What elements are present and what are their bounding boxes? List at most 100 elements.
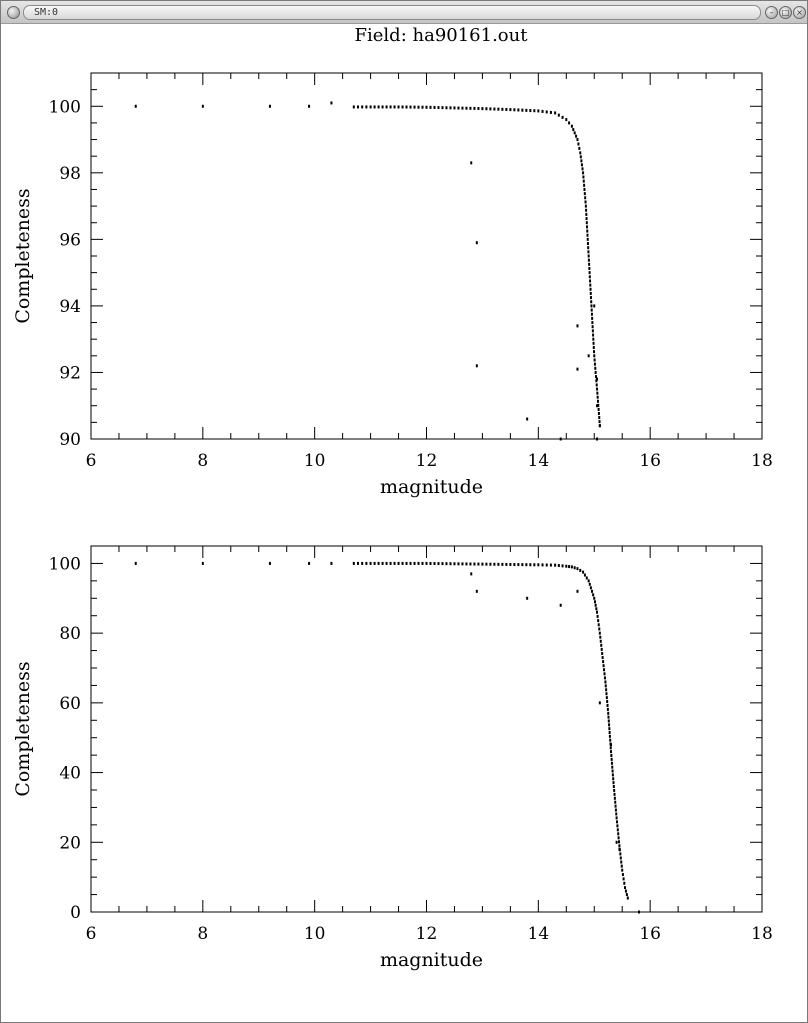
data-point — [611, 765, 614, 769]
data-point — [554, 563, 557, 567]
data-point — [586, 233, 589, 237]
data-point — [588, 262, 591, 266]
y-tick-label: 98 — [59, 164, 81, 184]
data-point — [613, 796, 616, 800]
data-point — [591, 316, 594, 320]
data-point — [361, 105, 364, 109]
window-titlebar[interactable]: SM:0 – □ × — [1, 1, 807, 24]
data-point — [598, 627, 601, 631]
data-point — [594, 603, 597, 607]
data-point — [541, 109, 544, 113]
window-menu-icon[interactable] — [7, 6, 20, 19]
data-point — [602, 660, 605, 664]
data-point — [590, 300, 593, 304]
data-point — [608, 727, 611, 731]
data-point — [397, 561, 400, 565]
data-point — [373, 561, 376, 565]
data-point — [401, 561, 404, 565]
data-point — [597, 407, 600, 411]
data-point — [612, 777, 615, 781]
plot-frame — [90, 72, 763, 440]
y-tick-label: 100 — [49, 97, 81, 117]
close-icon: × — [796, 8, 803, 17]
x-axis-label: magnitude — [380, 476, 483, 498]
data-point — [598, 631, 601, 635]
data-point — [609, 738, 612, 742]
data-point — [525, 108, 528, 112]
data-point — [589, 283, 592, 287]
data-point — [604, 684, 607, 688]
data-point — [593, 596, 596, 600]
data-point — [465, 562, 468, 566]
data-point — [588, 266, 591, 270]
data-point — [421, 561, 424, 565]
data-point — [586, 225, 589, 229]
data-point — [389, 105, 392, 109]
data-point — [397, 105, 400, 109]
data-point — [413, 105, 416, 109]
data-point — [605, 692, 608, 696]
data-point — [590, 304, 593, 308]
y-tick-label: 40 — [59, 764, 81, 784]
data-point — [600, 647, 603, 651]
data-point — [615, 812, 618, 816]
data-point — [557, 113, 560, 117]
data-point — [381, 561, 384, 565]
data-point — [597, 619, 600, 623]
data-point — [377, 105, 380, 109]
data-point — [587, 246, 590, 250]
data-point — [597, 403, 600, 407]
data-point — [369, 561, 372, 565]
data-point — [134, 561, 137, 565]
data-point — [599, 635, 602, 639]
data-point — [541, 563, 544, 567]
data-point — [470, 572, 473, 576]
data-point — [441, 562, 444, 566]
data-point — [481, 107, 484, 111]
y-tick-label: 60 — [59, 694, 81, 714]
data-point — [618, 848, 621, 852]
maximize-button[interactable]: □ — [779, 6, 792, 19]
data-point — [585, 217, 588, 221]
data-point — [461, 562, 464, 566]
data-point — [425, 105, 428, 109]
data-point — [622, 877, 625, 881]
data-point — [437, 562, 440, 566]
data-point — [606, 700, 609, 704]
data-point — [457, 106, 460, 110]
data-point — [607, 719, 610, 723]
minimize-button[interactable]: – — [765, 6, 778, 19]
data-point — [599, 639, 602, 643]
data-point — [586, 237, 589, 241]
data-point — [489, 107, 492, 111]
data-point — [600, 643, 603, 647]
data-point — [621, 873, 624, 877]
x-tick-label: 14 — [528, 924, 550, 944]
data-point — [437, 106, 440, 110]
x-tick-label: 6 — [86, 451, 97, 471]
data-point — [134, 104, 137, 108]
data-point — [612, 781, 615, 785]
data-point — [602, 664, 605, 668]
data-point — [493, 562, 496, 566]
data-point — [357, 105, 360, 109]
close-button[interactable]: × — [793, 6, 806, 19]
data-point — [405, 105, 408, 109]
data-point — [572, 128, 575, 132]
window-title-bar-pill[interactable]: SM:0 — [23, 5, 761, 20]
y-tick-label: 20 — [59, 833, 81, 853]
data-point — [596, 437, 599, 441]
data-point — [576, 367, 579, 371]
data-point — [614, 804, 617, 808]
data-point — [625, 893, 628, 897]
data-point — [509, 562, 512, 566]
data-point — [605, 688, 608, 692]
data-point — [575, 134, 578, 138]
data-point — [449, 562, 452, 566]
data-point — [497, 562, 500, 566]
y-tick-label: 100 — [49, 554, 81, 574]
data-point — [594, 370, 597, 374]
data-point — [561, 564, 564, 568]
data-point — [385, 561, 388, 565]
data-point — [616, 824, 619, 828]
